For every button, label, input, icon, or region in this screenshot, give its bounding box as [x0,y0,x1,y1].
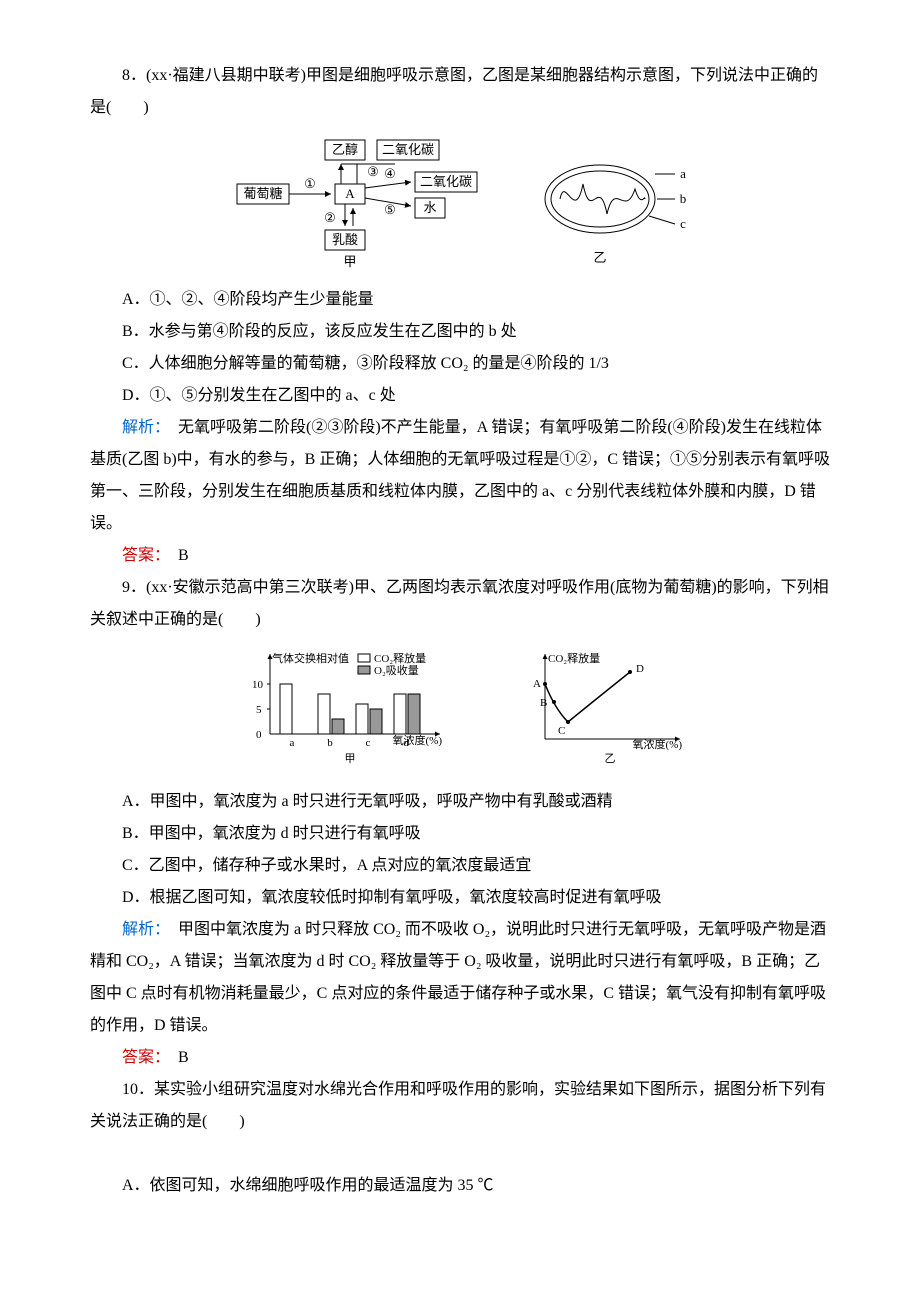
box-A: A [345,186,355,201]
yi-xlabel: 氧浓度(%) [633,737,683,751]
q8-optC: C．人体细胞分解等量的葡萄糖，③阶段释放 CO₂ 的量是④阶段的 1/3 [90,348,830,380]
q8-figure: 乙醇 二氧化碳 葡萄糖 A 二氧化碳 水 乳酸 ① ③ ② ④ ⑤ [90,134,830,274]
q8-stem: 8．(xx·福建八县期中联考)甲图是细胞呼吸示意图，乙图是某细胞器结构示意图，下… [90,60,830,124]
q8-optB: B．水参与第④阶段的反应，该反应发生在乙图中的 b 处 [90,316,830,348]
q9-diagram-svg: 气体交换相对值 CO₂释放量 O₂吸收量 0 5 10 abcd 氧浓度(%) … [210,646,710,776]
q8-answer-val: B [162,547,189,564]
box-glucose: 葡萄糖 [243,186,282,201]
box-lactate: 乳酸 [332,232,358,247]
yt0: 0 [256,729,262,741]
answer-label: 答案： [122,547,162,564]
analysis-label-9: 解析： [122,921,162,938]
num3: ③ [367,164,379,179]
yi-caption: 乙 [605,752,616,765]
q8-analysis-text: 无氧呼吸第二阶段(②③阶段)不产生能量，A 错误；有氧呼吸第二阶段(④阶段)发生… [90,419,830,532]
num5: ⑤ [384,202,396,217]
q9-optC: C．乙图中，储存种子或水果时，A 点对应的氧浓度最适宜 [90,850,830,882]
q8-number: 8． [122,67,146,84]
mito-a: a [680,166,686,181]
legend-co2: CO₂释放量 [374,651,426,665]
q9-figure: 气体交换相对值 CO₂释放量 O₂吸收量 0 5 10 abcd 氧浓度(%) … [90,646,830,776]
q8-analysis: 解析： 无氧呼吸第二阶段(②③阶段)不产生能量，A 错误；有氧呼吸第二阶段(④阶… [90,412,830,540]
jia-caption: 甲 [345,753,356,765]
num4: ④ [384,166,396,181]
mito-c: c [680,216,686,231]
box-water: 水 [423,200,436,215]
q8-answer: 答案： B [90,540,830,572]
jia-ylabel: 气体交换相对值 [272,651,349,665]
q9-analysis: 解析： 甲图中氧浓度为 a 时只释放 CO₂ 而不吸收 O₂，说明此时只进行无氧… [90,914,830,1042]
q9-optA: A．甲图中，氧浓度为 a 时只进行无氧呼吸，呼吸产物中有乳酸或酒精 [90,786,830,818]
svg-text:c: c [366,737,371,749]
q10-optA: A．依图可知，水绵细胞呼吸作用的最适温度为 35 ℃ [90,1170,830,1202]
q8-optA: A．①、②、④阶段均产生少量能量 [90,284,830,316]
q8-source: (xx·福建八县期中联考) [146,67,306,84]
q8-diagram-svg: 乙醇 二氧化碳 葡萄糖 A 二氧化碳 水 乳酸 ① ③ ② ④ ⑤ [225,134,695,274]
jia-label: 甲 [343,254,356,269]
mito-b: b [680,191,687,206]
q9-optB: B．甲图中，氧浓度为 d 时只进行有氧呼吸 [90,818,830,850]
yi-ylabel: CO₂释放量 [548,651,600,665]
box-co2b: 二氧化碳 [420,174,472,189]
jia-xlabel: 氧浓度(%) [393,733,443,747]
box-ethanol: 乙醇 [332,142,358,157]
ptD: D [636,663,644,675]
ptA: A [533,678,541,690]
num2: ② [324,210,336,225]
box-co2a: 二氧化碳 [382,142,434,157]
yt1: 5 [256,704,262,716]
q9-optD: D．根据乙图可知，氧浓度较低时抑制有氧呼吸，氧浓度较高时促进有氧呼吸 [90,882,830,914]
q9-answer: 答案： B [90,1042,830,1074]
num1: ① [304,176,316,191]
q8-optD: D．①、⑤分别发生在乙图中的 a、c 处 [90,380,830,412]
yt2: 10 [252,679,264,691]
svg-text:b: b [327,737,333,749]
ptB: B [540,697,547,709]
ptC: C [558,725,565,737]
q10-stem: 10．某实验小组研究温度对水绵光合作用和呼吸作用的影响，实验结果如下图所示，据图… [90,1074,830,1138]
q9-number: 9． [122,579,146,596]
answer-label-9: 答案： [122,1049,162,1066]
q9-answer-val: B [162,1049,189,1066]
q9-stem: 9．(xx·安徽示范高中第三次联考)甲、乙两图均表示氧浓度对呼吸作用(底物为葡萄… [90,572,830,636]
legend-o2: O₂吸收量 [374,663,419,677]
yi-label: 乙 [593,250,606,265]
q10-stem-text: 某实验小组研究温度对水绵光合作用和呼吸作用的影响，实验结果如下图所示，据图分析下… [90,1081,826,1130]
q9-analysis-text: 甲图中氧浓度为 a 时只释放 CO₂ 而不吸收 O₂，说明此时只进行无氧呼吸，无… [90,921,826,1034]
q10-number: 10． [122,1081,154,1098]
analysis-label: 解析： [122,419,162,436]
svg-text:a: a [290,737,295,749]
q9-source: (xx·安徽示范高中第三次联考) [146,579,354,596]
